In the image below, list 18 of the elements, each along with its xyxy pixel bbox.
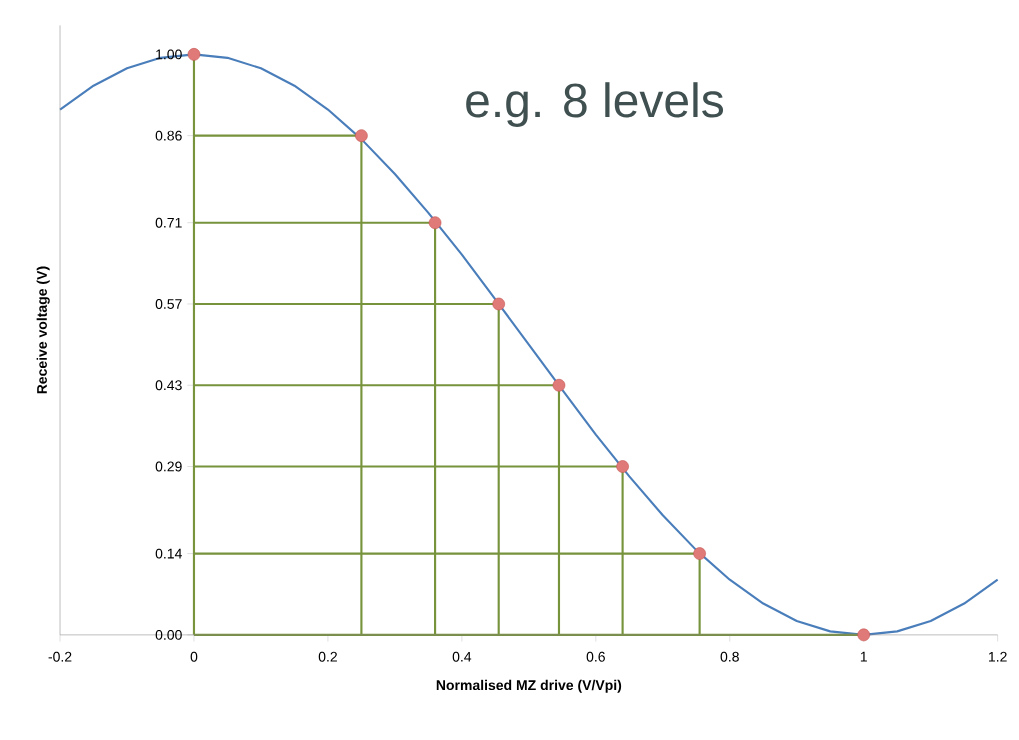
y-tick-label: 0.14 (155, 548, 182, 559)
x-tick-label: -0.2 (48, 651, 72, 662)
x-tick-label: 0.4 (452, 651, 472, 662)
x-tick-label: 0.6 (586, 651, 605, 662)
x-tick-label: 0 (190, 651, 198, 662)
y-axis-title: Receive voltage (V) (36, 266, 50, 394)
y-tick-label: 0.00 (155, 629, 182, 640)
y-tick-label: 0.43 (155, 380, 182, 391)
x-tick-label: 1 (860, 651, 867, 662)
x-tick-label: 1.2 (988, 651, 1007, 662)
y-tick-label: 0.86 (155, 130, 182, 141)
annotation: e.g. 8 levels (466, 82, 724, 127)
y-tick-label: 0.71 (155, 217, 182, 228)
x-tick-label: 0.2 (318, 651, 337, 662)
y-tick-label: 0.29 (155, 461, 182, 472)
y-tick-label: 0.57 (155, 298, 182, 309)
x-axis-title: Normalised MZ drive (V/Vpi) (436, 679, 622, 693)
x-tick-label: 0.8 (720, 651, 739, 662)
